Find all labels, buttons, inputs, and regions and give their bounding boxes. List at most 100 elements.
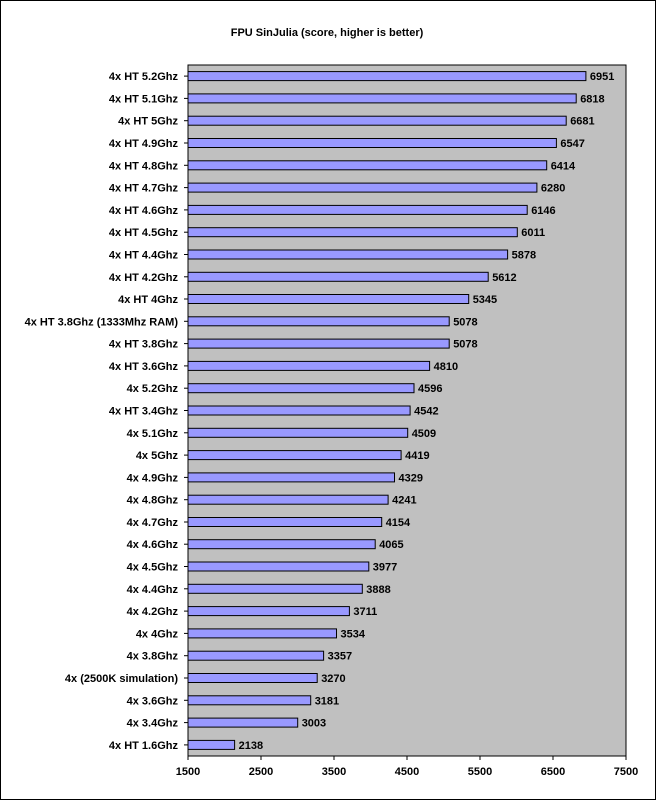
value-label: 6951 — [590, 71, 614, 83]
value-label: 4241 — [392, 495, 416, 507]
bar — [187, 561, 370, 572]
value-label: 4542 — [414, 406, 438, 418]
bar — [187, 227, 518, 238]
category-label: 4x HT 5.1Ghz — [109, 93, 179, 105]
category-label: 4x HT 4.8Ghz — [109, 160, 179, 172]
x-tick-label: 1500 — [176, 766, 200, 778]
bar — [187, 383, 415, 394]
value-label: 4509 — [412, 428, 436, 440]
bar — [187, 494, 389, 505]
category-label: 4x 4Ghz — [136, 628, 179, 640]
category-label: 4x HT 1.6Ghz — [109, 740, 179, 752]
bar — [187, 628, 337, 639]
value-label: 6146 — [531, 205, 555, 217]
bar — [187, 717, 299, 728]
value-label: 4329 — [399, 472, 423, 484]
value-label: 3357 — [328, 651, 352, 663]
bar — [187, 71, 587, 82]
value-label: 5078 — [453, 339, 477, 351]
category-label: 4x HT 3.8Ghz (1333Mhz RAM) — [25, 316, 179, 328]
bar — [187, 695, 312, 706]
value-label: 3534 — [341, 628, 366, 640]
bar — [187, 138, 557, 148]
x-tick-label: 5500 — [468, 766, 492, 778]
x-tick-label: 4500 — [395, 766, 419, 778]
bar — [187, 249, 509, 260]
category-label: 4x HT 4.7Ghz — [109, 183, 179, 195]
category-label: 4x HT 3.8Ghz — [109, 339, 179, 351]
bar — [187, 650, 325, 661]
value-label: 3181 — [315, 695, 339, 707]
category-label: 4x 3.8Ghz — [127, 651, 179, 663]
category-label: 4x HT 4Ghz — [118, 294, 178, 306]
category-label: 4x 5Ghz — [136, 450, 179, 462]
category-label: 4x 3.4Ghz — [127, 718, 179, 730]
bar — [187, 316, 450, 327]
value-label: 4154 — [386, 517, 411, 529]
category-label: 4x 4.6Ghz — [127, 539, 179, 551]
x-tick-label: 7500 — [614, 766, 638, 778]
x-axis: 1500 2500 3500 4500 5500 6500 7500 — [176, 756, 638, 778]
value-label: 6681 — [570, 116, 594, 128]
category-label: 4x HT 4.6Ghz — [109, 205, 179, 217]
bar — [187, 160, 548, 171]
chart-title: FPU SinJulia (score, higher is better) — [231, 27, 424, 39]
bar — [187, 294, 470, 304]
bars-group: 4x HT 5.2Ghz 6951 4x HT 5.1Ghz 6818 4x HT 5G… — [25, 71, 614, 752]
bar — [187, 673, 318, 683]
category-label: 4x HT 3.6Ghz — [109, 361, 179, 373]
x-tick-label: 2500 — [249, 766, 273, 778]
bar — [187, 115, 567, 126]
bar — [187, 583, 363, 594]
bar — [187, 450, 402, 461]
category-label: 4x (2500K simulation) — [65, 673, 178, 685]
value-label: 3003 — [302, 718, 326, 730]
value-label: 5612 — [492, 272, 516, 284]
category-label: 4x 4.9Ghz — [127, 472, 179, 484]
bar — [187, 517, 383, 527]
category-label: 4x HT 4.9Ghz — [109, 138, 179, 150]
bar — [187, 606, 350, 617]
value-label: 6011 — [521, 227, 545, 239]
value-label: 5878 — [512, 250, 536, 262]
value-label: 4065 — [379, 539, 403, 551]
value-label: 6547 — [560, 138, 584, 150]
category-label: 4x 5.2Ghz — [127, 383, 179, 395]
bar — [187, 539, 376, 550]
bar — [187, 93, 577, 104]
bar — [187, 405, 411, 416]
category-label: 4x 3.6Ghz — [127, 695, 179, 707]
value-label: 4810 — [434, 361, 458, 373]
bar — [187, 360, 431, 371]
value-label: 3270 — [321, 673, 345, 685]
value-label: 6414 — [551, 160, 576, 172]
category-label: 4x 4.2Ghz — [127, 606, 179, 618]
value-label: 6818 — [580, 93, 604, 105]
value-label: 5345 — [473, 294, 497, 306]
x-tick-label: 6500 — [541, 766, 565, 778]
category-label: 4x HT 4.4Ghz — [109, 250, 179, 262]
bar — [187, 338, 450, 349]
bar — [187, 182, 538, 193]
category-label: 4x 4.4Ghz — [127, 584, 179, 596]
category-label: 4x HT 5.2Ghz — [109, 71, 179, 83]
bar — [187, 204, 528, 215]
value-label: 6280 — [541, 183, 565, 195]
value-label: 4596 — [418, 383, 442, 395]
bar — [187, 739, 236, 750]
category-label: 4x HT 4.2Ghz — [109, 272, 179, 284]
value-label: 3711 — [353, 606, 377, 618]
x-tick-label: 3500 — [322, 766, 346, 778]
category-label: 4x HT 3.4Ghz — [109, 406, 179, 418]
category-label: 4x 5.1Ghz — [127, 428, 179, 440]
bar — [187, 427, 409, 438]
category-label: 4x 4.7Ghz — [127, 517, 179, 529]
value-label: 4419 — [405, 450, 429, 462]
value-label: 2138 — [239, 740, 263, 752]
category-label: 4x 4.8Ghz — [127, 495, 179, 507]
category-label: 4x HT 5Ghz — [118, 116, 178, 128]
bar — [187, 271, 489, 282]
category-label: 4x HT 4.5Ghz — [109, 227, 179, 239]
value-label: 5078 — [453, 316, 477, 328]
